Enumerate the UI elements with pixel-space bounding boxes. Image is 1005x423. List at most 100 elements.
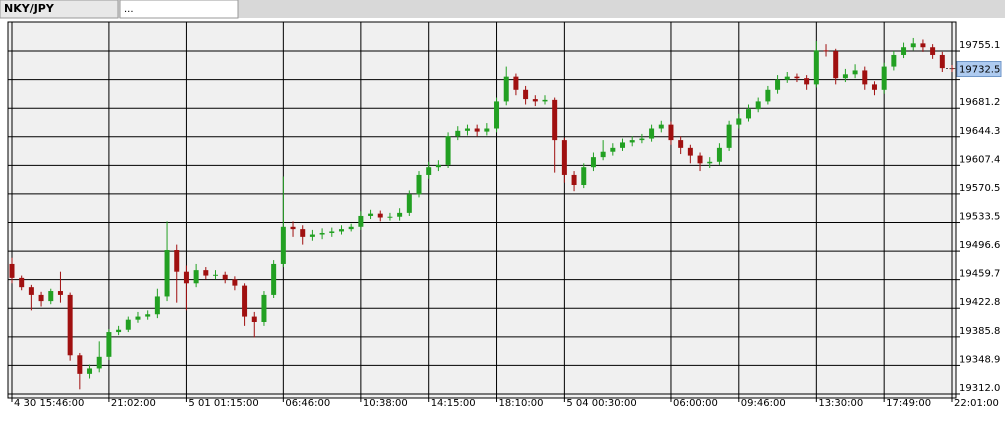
candle-body <box>48 291 54 302</box>
y-tick-label: 19533.5 <box>959 212 1000 223</box>
candle-body <box>697 155 703 164</box>
candle-body <box>484 128 490 132</box>
tab-label: ... <box>124 4 134 15</box>
candle-body <box>57 291 63 295</box>
candle-body <box>804 78 810 85</box>
candle-body <box>474 128 480 132</box>
y-tick-label: 19422.8 <box>959 297 1000 308</box>
x-tick-label: 10:38:00 <box>363 398 408 409</box>
candle-body <box>716 147 722 162</box>
candle-body <box>271 263 277 295</box>
candle-body <box>251 316 257 322</box>
candle-body <box>38 294 44 302</box>
candle-body <box>96 356 102 369</box>
candle-body <box>222 274 228 280</box>
candle-body <box>28 287 34 295</box>
candle-body <box>765 89 771 102</box>
y-tick-label: 19312.0 <box>959 383 1000 394</box>
candle-body <box>871 84 877 90</box>
candle-body <box>445 136 451 165</box>
y-tick-label: 19607.4 <box>959 154 1000 165</box>
x-tick-label: 06:00:00 <box>673 398 718 409</box>
candle-body <box>464 128 470 131</box>
candle-body <box>494 101 500 129</box>
candle-body <box>610 147 616 152</box>
candle-body <box>658 124 664 129</box>
candle-body <box>842 74 848 79</box>
candle-body <box>891 54 897 67</box>
candle-body <box>183 271 189 284</box>
current-price-box <box>956 61 1002 78</box>
x-tick-label: 14:15:00 <box>431 398 476 409</box>
candle-body <box>678 140 684 148</box>
candle-body <box>435 164 441 168</box>
candle-body <box>542 99 548 102</box>
candle-body <box>920 43 926 48</box>
candle-body <box>87 368 93 374</box>
candle-body <box>581 167 587 186</box>
x-tick-label: 18:10:00 <box>499 398 544 409</box>
y-tick-label: 19644.3 <box>959 126 1000 137</box>
candle-body <box>600 151 606 158</box>
candle-body <box>116 329 122 333</box>
candle-body <box>368 213 374 216</box>
candle-body <box>620 142 626 148</box>
candle-body <box>154 296 160 315</box>
candle-body <box>174 250 180 272</box>
candle-body <box>77 355 83 374</box>
candle-body <box>939 54 945 69</box>
candle-body <box>261 294 267 322</box>
candle-body <box>125 319 131 330</box>
candle-body <box>387 216 393 218</box>
x-tick-label: 22:01:00 <box>954 398 999 409</box>
x-tick-label: 09:46:00 <box>741 398 786 409</box>
candle-body <box>397 212 403 217</box>
candle-body <box>406 194 412 213</box>
candle-body <box>649 128 655 139</box>
candle-body <box>455 130 461 137</box>
x-tick-label: 5 01 01:15:00 <box>188 398 258 409</box>
tab-label: NKY/JPY <box>4 2 55 15</box>
candle-body <box>736 118 742 125</box>
x-tick-label: 4 30 15:46:00 <box>14 398 84 409</box>
candle-body <box>358 215 364 227</box>
x-tick-label: 13:30:00 <box>818 398 863 409</box>
candle-body <box>571 174 577 186</box>
x-tick-label: 06:46:00 <box>285 398 330 409</box>
candle-body <box>280 226 286 264</box>
candle-body <box>319 232 325 235</box>
candle-body <box>862 70 868 85</box>
candle-body <box>145 314 151 317</box>
candle-body <box>668 124 674 141</box>
candle-body <box>775 79 781 90</box>
y-tick-label: 19348.9 <box>959 354 1000 365</box>
y-tick-label: 19496.6 <box>959 240 1000 251</box>
candle-body <box>784 76 790 80</box>
candle-body <box>561 140 567 175</box>
candle-body <box>503 76 509 102</box>
candle-body <box>9 263 15 278</box>
tab[interactable] <box>119 0 239 19</box>
candle-body <box>590 157 596 168</box>
y-tick-label: 19570.5 <box>959 183 1000 194</box>
candle-body <box>135 316 141 320</box>
candle-body <box>813 50 819 85</box>
y-tick-label: 19681.2 <box>959 97 1000 108</box>
candle-body <box>881 66 887 90</box>
candle-body <box>290 226 296 230</box>
candle-body <box>164 250 170 297</box>
candle-body <box>794 76 800 79</box>
candle-body <box>106 332 112 357</box>
candle-body <box>329 231 335 233</box>
plot-area <box>7 21 957 399</box>
candle-body <box>213 274 219 276</box>
tab[interactable] <box>0 0 119 19</box>
candle-body <box>513 76 519 90</box>
candle-body <box>852 70 858 75</box>
candle-body <box>523 89 529 100</box>
candle-body <box>532 99 538 102</box>
candle-body <box>416 174 422 195</box>
candle-body <box>19 277 25 288</box>
